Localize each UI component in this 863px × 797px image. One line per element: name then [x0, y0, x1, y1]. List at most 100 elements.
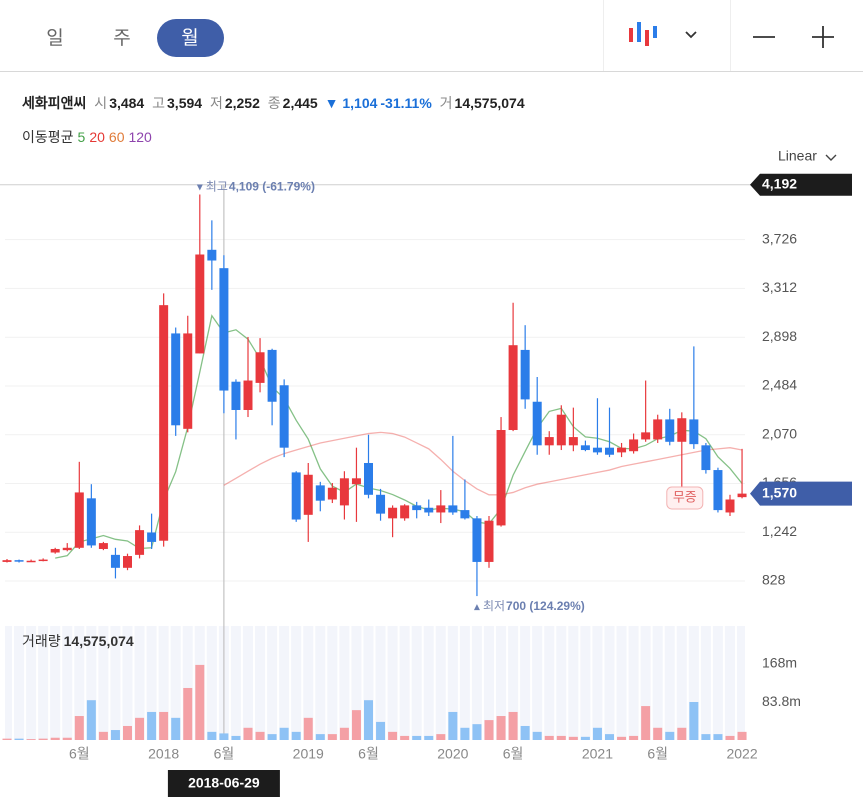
crosshair-date: 2018-06-29 — [188, 775, 260, 791]
candle-body — [255, 352, 265, 383]
tab-week[interactable]: 주 — [113, 28, 130, 49]
candle-body — [448, 505, 458, 513]
candle-body — [496, 430, 506, 526]
candle-body — [267, 349, 277, 402]
candle-body — [195, 254, 205, 354]
chart-type-button[interactable] — [629, 22, 657, 46]
y-tick-label: 2,484 — [762, 377, 797, 393]
event-badge — [666, 486, 704, 510]
candle-body — [629, 439, 639, 452]
x-tick-label: 6월 — [214, 746, 235, 762]
volume-bar — [86, 700, 96, 740]
candle-body — [436, 505, 446, 513]
volume-bar — [737, 731, 747, 740]
volume-title-value: 14,575,074 — [64, 633, 134, 649]
volume-bar — [327, 734, 337, 740]
toolbar-bg — [0, 0, 863, 71]
volume-bar — [484, 720, 494, 740]
candle-body — [665, 419, 675, 442]
toolbar: 일 주 월 — [0, 0, 863, 72]
zoom-in[interactable] — [812, 26, 834, 48]
volume-bar — [231, 735, 241, 740]
candle-body — [412, 505, 422, 511]
icon-bar — [629, 28, 633, 42]
field-label: 거 — [440, 95, 453, 111]
volume-bar — [364, 700, 373, 740]
candle-body — [62, 547, 72, 551]
field-value: 2,252 — [225, 95, 260, 111]
candle-body — [544, 437, 554, 446]
ma-line — [223, 431, 743, 496]
volume-bar — [412, 735, 422, 740]
volume-bar — [568, 736, 578, 740]
candle-body — [605, 447, 614, 455]
candle-body — [424, 507, 434, 513]
volume-tick-label: 83.8m — [762, 693, 801, 709]
candle-body — [159, 305, 169, 541]
crosshair-date-bg — [167, 770, 280, 797]
volume-bar — [98, 731, 108, 740]
x-tick-label: 6월 — [503, 746, 524, 762]
candle-body — [460, 510, 470, 519]
candle-body — [376, 494, 386, 514]
volume-bar — [725, 735, 735, 740]
field-value: 3,594 — [167, 95, 202, 111]
volume-bar — [460, 727, 470, 740]
volume-bar — [556, 735, 566, 740]
tab-selected-bg — [157, 19, 224, 57]
annotation-arrow — [196, 184, 203, 191]
volume-bar — [677, 727, 687, 740]
candle-body — [556, 414, 566, 446]
icon-bar — [653, 26, 657, 38]
annotation-value: 700 (124.29%) — [506, 599, 585, 613]
candle-body — [86, 498, 96, 546]
candle-body — [351, 478, 361, 485]
change: ▼ 1,104 — [325, 95, 378, 111]
candle-body — [279, 385, 289, 448]
chevron[interactable] — [685, 31, 697, 39]
y-tick-label: 2,898 — [762, 328, 797, 344]
event-label: 무증 — [673, 489, 697, 504]
candle-body — [592, 447, 602, 453]
candle-body — [26, 560, 36, 563]
candle-body — [123, 556, 132, 568]
field-label: 저 — [210, 95, 223, 111]
volume-bar — [207, 731, 217, 740]
candle-body — [98, 543, 108, 549]
candle-body — [147, 532, 157, 542]
volume-bar — [351, 710, 361, 740]
stock-name: 세화피앤씨 — [22, 95, 86, 111]
candle-body — [653, 419, 663, 440]
annotation-prefix: 최고 — [206, 180, 228, 194]
volume-bar — [303, 717, 313, 740]
candle-body — [400, 505, 410, 519]
volume-bar — [388, 731, 398, 740]
x-tick-label: 2019 — [293, 746, 324, 762]
volume-bar — [448, 711, 458, 740]
candle-body — [291, 472, 301, 520]
ma-legend: 이동평균 5 20 60 120 — [22, 129, 152, 145]
volume-bar — [26, 739, 36, 740]
volume-bar — [267, 734, 277, 740]
volume-bar — [472, 724, 482, 740]
volume-bar — [436, 734, 446, 740]
volume-bar — [315, 734, 325, 740]
ma-legend-item: 20 — [89, 129, 105, 145]
y-tick-label: 828 — [762, 572, 786, 588]
field-label: 고 — [152, 95, 165, 111]
candle-body — [14, 560, 24, 562]
annotation-prefix: 최저 — [483, 599, 505, 613]
candle-body — [725, 499, 735, 513]
x-tick-label: 2022 — [726, 746, 757, 762]
scale-chevron[interactable] — [825, 154, 837, 161]
candle-body — [701, 445, 711, 471]
tab-month[interactable]: 월 — [181, 27, 198, 49]
volume-bar — [159, 711, 169, 740]
tab-day[interactable]: 일 — [46, 27, 63, 49]
annotation: 최고4,109 (-61.79%) — [206, 180, 315, 194]
volume-bar — [592, 727, 602, 740]
scale-mode[interactable]: Linear — [778, 148, 817, 164]
candle-body — [484, 520, 494, 562]
